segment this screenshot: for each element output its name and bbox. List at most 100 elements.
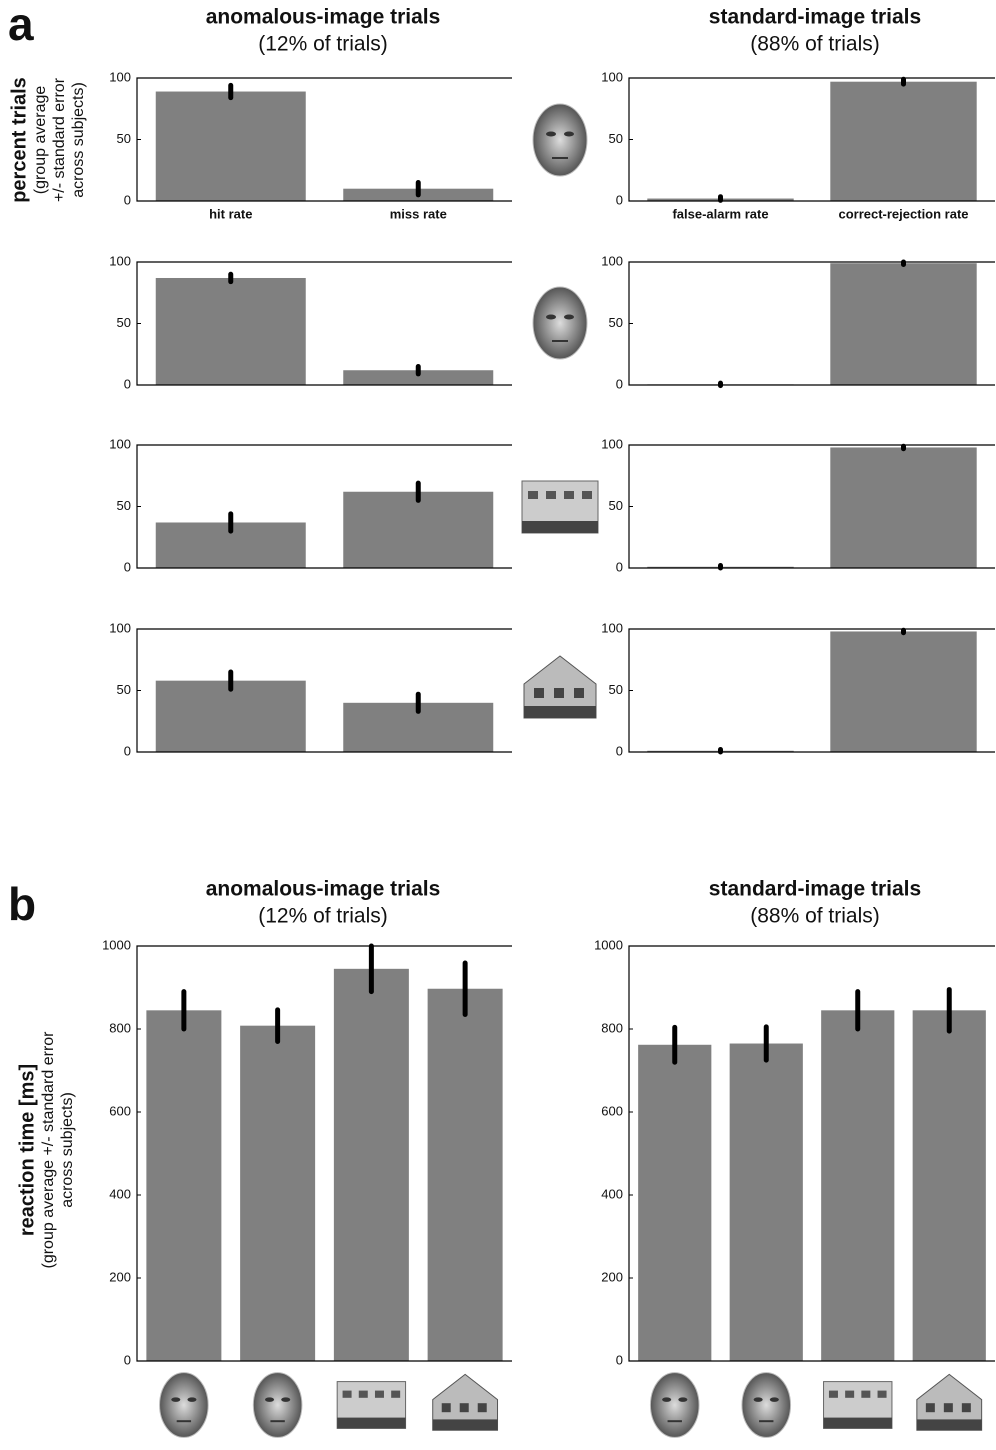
- house-window: [554, 688, 564, 698]
- column-subtitle: (88% of trials): [750, 33, 880, 56]
- building-window: [358, 1390, 368, 1398]
- y-tick-label: 0: [616, 1352, 623, 1367]
- bar: [830, 263, 977, 385]
- face-eye: [187, 1397, 197, 1402]
- y-axis-subtitle: across subjects): [59, 1092, 76, 1208]
- y-axis-subtitle: across subjects): [70, 82, 87, 198]
- face-eye: [265, 1397, 275, 1402]
- house-window: [925, 1403, 935, 1413]
- y-tick-label: 100: [109, 436, 131, 451]
- face-image: [649, 1372, 700, 1438]
- house-window: [574, 688, 584, 698]
- y-tick-label: 0: [616, 743, 623, 758]
- building-window: [546, 491, 556, 499]
- bar: [638, 1044, 712, 1361]
- bar: [830, 81, 977, 201]
- column-title: anomalous-image trials: [206, 878, 441, 901]
- bar: [146, 1010, 222, 1361]
- y-tick-label: 100: [109, 253, 131, 268]
- face-image: [532, 103, 588, 177]
- building-dark: [337, 1417, 406, 1429]
- bar: [729, 1043, 803, 1361]
- bar: [830, 631, 977, 752]
- column-title: standard-image trials: [709, 6, 921, 29]
- y-tick-label: 100: [109, 620, 131, 635]
- building-window: [391, 1390, 401, 1398]
- y-tick-label: 100: [109, 69, 131, 84]
- y-tick-label: 100: [601, 436, 623, 451]
- axis-frame: [628, 261, 995, 386]
- y-tick-label: 50: [117, 315, 131, 330]
- y-tick-label: 200: [109, 1269, 131, 1284]
- y-tick-label: 50: [117, 131, 131, 146]
- face-eye: [662, 1397, 672, 1402]
- face-eye: [564, 314, 574, 320]
- house-window: [459, 1403, 469, 1413]
- y-tick-label: 600: [109, 1103, 131, 1118]
- face-eye: [171, 1397, 181, 1402]
- y-tick-label: 0: [124, 376, 131, 391]
- house-dark: [916, 1419, 982, 1431]
- house-window: [534, 688, 544, 698]
- panel-label: a: [8, 0, 34, 50]
- house-window: [943, 1403, 953, 1413]
- y-tick-label: 0: [124, 1352, 131, 1367]
- y-tick-label: 0: [616, 559, 623, 574]
- y-axis-subtitle: +/- standard error: [51, 77, 68, 202]
- y-tick-label: 100: [601, 253, 623, 268]
- y-tick-label: 100: [601, 620, 623, 635]
- bar: [155, 91, 306, 201]
- column-subtitle: (12% of trials): [258, 905, 388, 928]
- axis-frame: [628, 628, 995, 753]
- building-window: [564, 491, 574, 499]
- y-tick-label: 0: [616, 376, 623, 391]
- axis-frame: [136, 261, 512, 386]
- y-tick-label: 0: [616, 192, 623, 207]
- y-axis-subtitle: (group average +/- standard error: [40, 1031, 57, 1269]
- building-window: [877, 1390, 887, 1398]
- y-tick-label: 400: [601, 1186, 623, 1201]
- face-image: [741, 1372, 792, 1438]
- bar: [240, 1025, 316, 1361]
- house-dark: [432, 1419, 498, 1431]
- bar: [343, 370, 494, 385]
- y-tick-label: 50: [117, 682, 131, 697]
- face-eye: [546, 131, 556, 137]
- bar: [821, 1010, 895, 1361]
- y-tick-label: 0: [124, 192, 131, 207]
- face-eye: [564, 131, 574, 137]
- building-window: [845, 1390, 855, 1398]
- face-eye: [546, 314, 556, 320]
- building-window: [342, 1390, 352, 1398]
- y-tick-label: 50: [609, 498, 623, 513]
- axis-frame: [628, 444, 995, 569]
- face-eye: [678, 1397, 688, 1402]
- bar: [155, 680, 306, 752]
- house-window: [477, 1403, 487, 1413]
- building-window: [828, 1390, 838, 1398]
- building-dark: [522, 521, 598, 533]
- x-tick-label: false-alarm rate: [672, 206, 768, 221]
- axis-frame: [628, 945, 995, 1362]
- bar: [427, 988, 503, 1361]
- bar: [343, 491, 494, 568]
- building-window: [528, 491, 538, 499]
- y-tick-label: 50: [609, 131, 623, 146]
- y-tick-label: 0: [124, 559, 131, 574]
- y-axis-title: reaction time [ms]: [16, 1064, 38, 1236]
- axis-frame: [136, 444, 512, 569]
- bar: [155, 277, 306, 385]
- house-window: [961, 1403, 971, 1413]
- house-dark: [524, 706, 596, 718]
- axis-frame: [136, 77, 512, 202]
- y-tick-label: 400: [109, 1186, 131, 1201]
- building-window: [374, 1390, 384, 1398]
- y-axis-title: percent trials: [8, 77, 30, 203]
- y-axis-subtitle: (group average: [32, 86, 49, 195]
- x-tick-label: miss rate: [390, 206, 447, 221]
- x-tick-label: hit rate: [209, 206, 252, 221]
- column-subtitle: (88% of trials): [750, 905, 880, 928]
- y-tick-label: 1000: [102, 937, 131, 952]
- y-tick-label: 100: [601, 69, 623, 84]
